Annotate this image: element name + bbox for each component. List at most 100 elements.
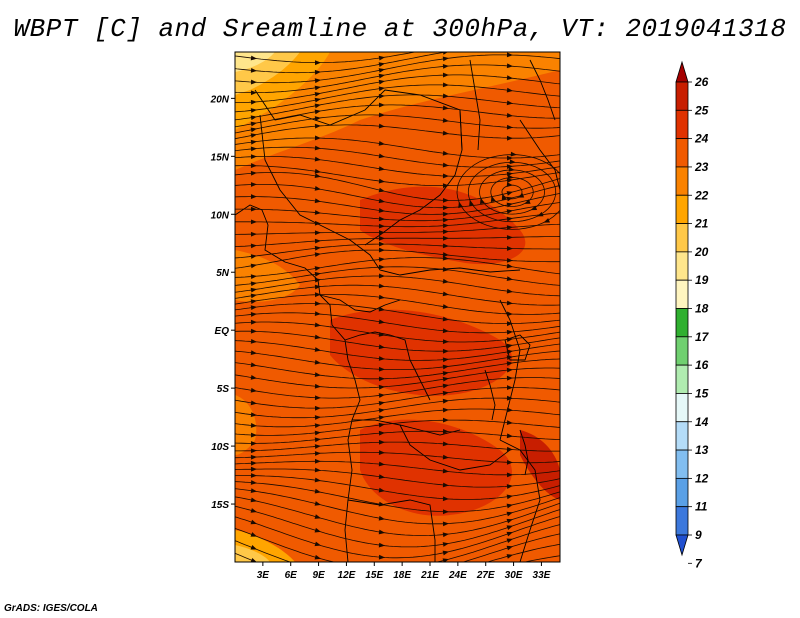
field-paler-southwest [235,545,270,562]
streamline-arrow [314,311,321,317]
streamline-arrow [506,182,513,188]
streamline-arrow [442,328,449,334]
streamline-arrow [442,266,449,272]
streamline-arrow [250,508,257,513]
streamline-arrow [250,90,257,96]
streamline-arrow [250,281,257,287]
field-warm-core-south [360,419,512,516]
streamline-arrow [250,67,257,73]
streamline-arrow [250,545,257,550]
streamline-arrow [506,518,513,524]
streamline-arrow [517,193,525,198]
streamline-arrow [506,343,513,349]
streamline-arrow [506,375,513,381]
streamline-arrow [442,64,449,69]
streamline-arrow [379,584,385,589]
streamline-arrow [506,321,513,327]
streamline-arrow [506,385,513,390]
streamline-arrow [250,557,257,562]
streamline-arrow [507,174,514,180]
streamline-arrow [378,235,385,241]
streamline-arrow [250,127,257,133]
streamline-arrow [442,357,449,363]
streamline-arrow [378,241,385,247]
streamline-arrow [314,252,321,258]
streamline-arrow [458,201,463,209]
streamline-arrow [442,407,449,413]
lon-tick-label: 18E [393,570,411,581]
colorbar-top-arrow [675,60,689,83]
streamline-arrow [314,372,321,377]
streamline-arrow [314,198,321,204]
colorbar-label: 13 [695,443,709,457]
streamline-arrow [314,444,321,449]
colorbar-label: 22 [694,188,709,202]
streamline-arrow [250,532,257,537]
streamline-arrow [442,496,449,502]
streamline-arrow [314,220,321,226]
streamline-arrow [378,187,385,193]
streamline-arrow [442,255,449,261]
streamline-arrow [378,384,385,390]
streamline-arrow [314,91,321,97]
map-title: WBPT [C] and Sreamline at 300hPa, VT: 20… [13,14,787,44]
streamline-arrow [314,109,321,115]
streamline-arrow [442,173,449,179]
streamline-arrow [314,359,321,365]
lat-tick-label: 10S [211,442,229,453]
streamline-arrow [250,441,257,446]
colorbar-swatch [675,393,689,423]
streamline-arrow [314,423,321,429]
streamline-arrow [378,178,385,184]
mozambique-border [499,439,541,562]
streamline-arrow [506,276,513,282]
streamline-arrow [378,332,385,337]
streamline [501,184,523,200]
streamline-arrow [506,235,513,240]
streamline-arrow [506,503,513,509]
streamline-arrow [314,415,321,420]
streamline-arrow [250,219,257,225]
streamline-arrow [314,347,321,352]
streamline-arrow [314,135,321,141]
colorbar-label: 12 [695,471,709,485]
colorbar-swatch [675,449,689,479]
colorbar-label: 19 [695,273,709,287]
colorbar-label: 23 [694,160,709,174]
streamline-arrow [250,79,257,85]
colorbar-label: 14 [695,415,709,429]
northwest-border [259,114,331,231]
lake-tanganyika [484,369,496,421]
colorbar-swatch [675,223,689,253]
streamline-arrow [506,531,513,537]
colorbar-label: 26 [694,75,709,89]
streamline-arrow [442,211,449,217]
streamline-arrow [543,218,551,223]
streamline-arrow [442,93,449,99]
lon-tick-label: 12E [338,570,356,581]
streamline-arrow [250,299,257,304]
colorbar-swatch [675,109,689,140]
streamline-arrow [378,73,385,79]
streamline-arrow [480,197,485,205]
colorbar-label: 16 [695,358,709,372]
grads-credit: GrADS: IGES/COLA [4,603,98,614]
streamline-arrow [250,460,257,466]
streamline-arrow [314,541,321,547]
streamline-arrow [537,211,544,217]
streamline-arrow [530,205,538,211]
streamline-arrow [250,305,257,311]
streamline-arrow [378,554,385,560]
streamline-arrow [442,205,449,211]
streamline-arrow [510,151,517,157]
streamline-arrow [442,383,449,389]
streamline-arrow [314,168,321,174]
streamline-arrow [314,69,321,75]
streamline-arrow [314,301,321,306]
streamline-arrow [442,223,449,229]
lon-tick-label: 30E [505,570,523,581]
streamline-arrow [250,182,257,187]
streamline-arrow [506,63,513,69]
streamline-arrow [314,383,321,389]
longitude-ticks: 3E 6E 9E 12E 15E 18E 21E 24E 27E 30E 33E [257,562,551,581]
